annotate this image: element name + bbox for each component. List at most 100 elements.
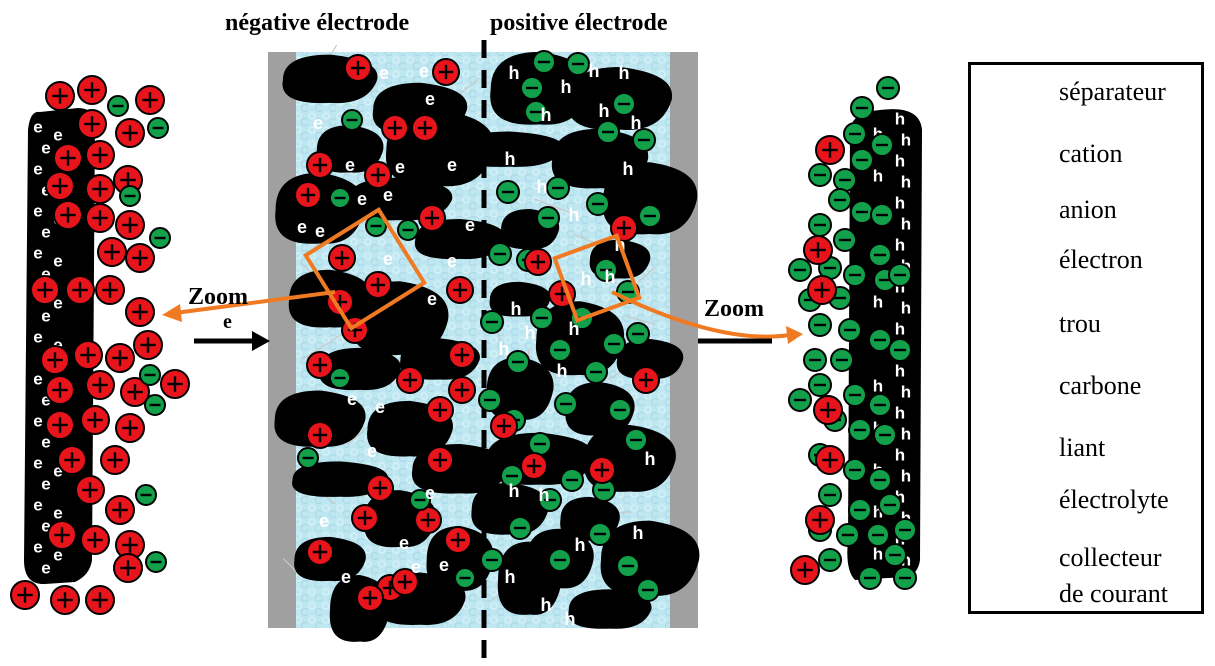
cation-icon (115, 530, 145, 560)
cation-icon (807, 275, 837, 305)
zoom-arrow-right (611, 290, 791, 339)
cation-icon (47, 520, 77, 550)
electron-charge: e (53, 503, 62, 522)
hole-charge: h (873, 292, 883, 311)
carbon-particle (426, 526, 494, 591)
anion-icon (836, 523, 860, 547)
title-negative-electrode: négative électrode (225, 10, 410, 36)
cation-icon (328, 244, 356, 272)
hole-charge: h (541, 595, 552, 615)
hole-charge: h (873, 376, 883, 395)
cation-icon (815, 135, 845, 165)
cation-icon (45, 375, 75, 405)
electron-charge: e (33, 201, 42, 220)
anion-icon (566, 52, 590, 76)
hole-charge: h (565, 609, 576, 629)
electron-charge: e (33, 243, 42, 262)
hole-charge: h (895, 151, 905, 170)
hole-charge: h (895, 361, 905, 380)
hole-charge: h (539, 485, 550, 505)
carbon-particle (274, 390, 366, 447)
cation-icon (364, 271, 392, 299)
hole-charge: h (505, 567, 516, 587)
hole-charge: h (557, 361, 568, 381)
hole-charge: h (509, 481, 520, 501)
hole-charge: h (541, 105, 552, 125)
anion-icon (850, 148, 874, 172)
anion-icon (397, 219, 419, 241)
cation-icon (115, 118, 145, 148)
anion-icon (848, 498, 872, 522)
anion-icon (454, 567, 476, 589)
hole-charge: h (895, 193, 905, 212)
anion-icon (538, 488, 562, 512)
electron-charge: e (367, 441, 377, 461)
electron-charge: e (383, 185, 393, 205)
electron-charge: e (341, 567, 351, 587)
electron-flow-arrow-left-head (252, 331, 270, 351)
anion-icon (843, 383, 867, 407)
electron-charge: e (347, 389, 357, 409)
cation-icon (306, 151, 334, 179)
anion-icon (145, 551, 167, 573)
binder-strand (534, 198, 575, 215)
cation-icon (432, 58, 460, 86)
binder-strand (302, 333, 343, 360)
hole-charge: h (645, 449, 656, 469)
anion-icon (803, 348, 827, 372)
anion-icon (506, 350, 530, 374)
electron-charge: e (411, 557, 421, 577)
cation-icon (426, 446, 454, 474)
anion-icon (524, 100, 548, 124)
anion-icon (626, 322, 650, 346)
hole-charge: h (895, 319, 905, 338)
anion-icon (586, 192, 610, 216)
cation-icon (448, 376, 476, 404)
hole-charge: h (605, 267, 616, 287)
electron-charge: e (447, 251, 457, 271)
electron-charge: e (53, 125, 62, 144)
zoom-label-right: Zoom (704, 296, 764, 322)
anion-icon (608, 398, 632, 422)
cation-icon (588, 456, 616, 484)
electron-charge: e (53, 293, 62, 312)
anion-icon (808, 213, 832, 237)
electron-charge: e (33, 411, 42, 430)
carbon-particle (292, 461, 388, 497)
cation-icon (306, 421, 334, 449)
cation-icon (351, 504, 379, 532)
anion-icon (850, 200, 874, 224)
cation-icon (160, 369, 190, 399)
anion-icon (560, 468, 584, 492)
electron-charge: e (33, 159, 42, 178)
electron-charge: e (41, 264, 50, 283)
anion-icon (876, 76, 900, 100)
legend-label-electrolyte: électrolyte (1059, 485, 1169, 514)
cation-icon (306, 538, 334, 566)
electron-charge: e (53, 251, 62, 270)
anion-icon (508, 516, 532, 540)
anion-icon (528, 432, 552, 456)
anion-icon (833, 168, 857, 192)
cation-icon (45, 81, 75, 111)
electron-charge: e (41, 474, 50, 493)
legend-label-cation: cation (1059, 139, 1123, 168)
carbon-particle (486, 357, 554, 420)
cation-icon (813, 395, 843, 425)
anion-icon (843, 263, 867, 287)
electron-charge: e (41, 558, 50, 577)
legend-label-electron: électron (1059, 245, 1143, 274)
zoom-arrow-left (174, 290, 336, 315)
hole-charge: h (581, 269, 592, 289)
title-positive-electrode: positive électrode (490, 10, 668, 36)
cation-icon (53, 143, 83, 173)
binder-strand (637, 266, 656, 283)
anion-icon (139, 364, 161, 386)
cation-icon (45, 171, 75, 201)
anion-icon (868, 328, 892, 352)
anion-icon (838, 318, 862, 342)
anion-icon (868, 243, 892, 267)
anion-icon (833, 228, 857, 252)
anion-icon (830, 348, 854, 372)
